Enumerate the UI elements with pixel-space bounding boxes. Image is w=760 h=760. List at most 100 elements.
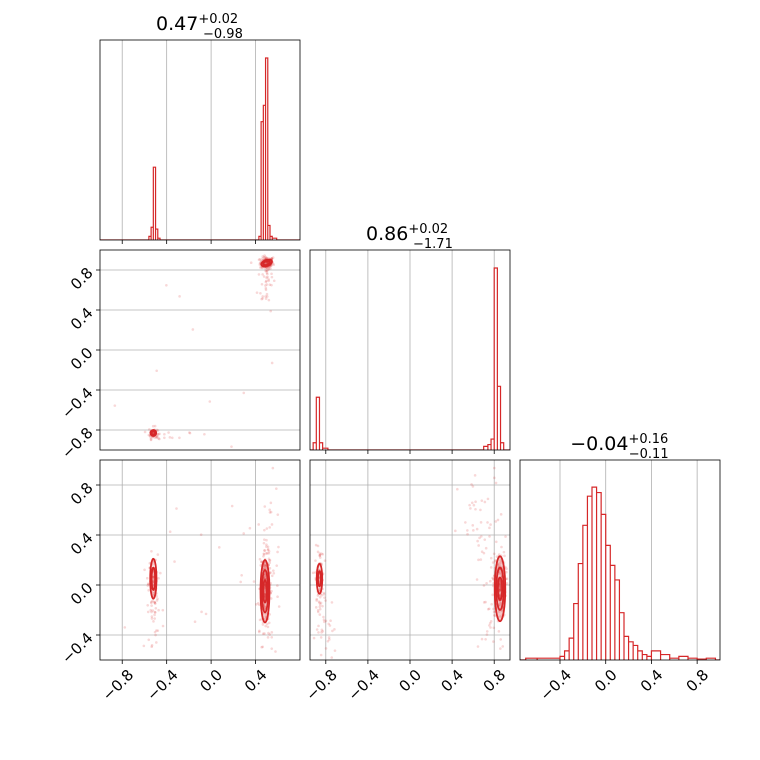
scatter-point	[266, 261, 269, 264]
scatter-point	[479, 508, 482, 512]
scatter-point	[456, 487, 459, 491]
contour-line	[262, 579, 268, 604]
scatter-point	[454, 529, 457, 533]
axes-frame	[519, 459, 721, 661]
scatter-point	[489, 523, 492, 526]
scatter-point	[499, 559, 503, 562]
scatter-point	[499, 572, 503, 576]
scatter-point	[324, 647, 328, 650]
scatter-point	[327, 622, 331, 626]
scatter-point	[498, 583, 502, 586]
scatter-point	[263, 549, 267, 552]
scatter-point	[484, 600, 487, 604]
scatter-point	[263, 575, 267, 579]
histogram-bin	[574, 604, 579, 660]
scatter-point	[146, 582, 150, 585]
scatter-point	[146, 610, 150, 614]
scatter-point	[264, 269, 267, 273]
scatter-point	[511, 563, 514, 566]
scatter-point	[152, 620, 155, 623]
scatter-point	[270, 275, 274, 279]
scatter-point	[322, 615, 325, 619]
scatter-point	[269, 267, 272, 270]
scatter-point	[328, 624, 332, 627]
scatter-point	[498, 588, 502, 592]
scatter-point	[479, 558, 483, 561]
scatter-point	[157, 432, 160, 436]
scatter-point	[258, 629, 261, 633]
scatter-point	[276, 595, 279, 598]
scatter-point	[501, 645, 505, 648]
scatter-point	[321, 552, 324, 556]
scatter-point	[318, 554, 322, 558]
scatter-point	[153, 617, 156, 620]
title-median: 0.86	[366, 223, 408, 245]
scatter-point	[319, 636, 323, 639]
scatter-point	[150, 610, 153, 614]
scatter-point	[148, 428, 151, 431]
scatter-point	[314, 559, 317, 562]
scatter-point	[268, 559, 271, 562]
scatter-point	[263, 592, 267, 596]
scatter-point	[497, 630, 501, 633]
scatter-point	[493, 476, 496, 480]
scatter-point	[259, 291, 262, 295]
scatter-point	[268, 613, 271, 616]
scatter-point	[168, 530, 172, 534]
scatter-point	[312, 636, 316, 640]
scatter-point	[113, 404, 117, 407]
scatter-point	[263, 606, 267, 609]
scatter-point	[239, 580, 243, 584]
scatter-point	[163, 436, 166, 440]
histogram-bin	[624, 636, 629, 660]
scatter-point	[275, 564, 279, 567]
scatter-point	[318, 605, 322, 609]
scatter-point	[505, 567, 508, 571]
scatter-point	[494, 520, 498, 523]
scatter-point	[494, 540, 498, 544]
scatter-point	[257, 662, 260, 665]
scatter-point	[242, 391, 246, 395]
histogram-bin	[661, 655, 670, 660]
scatter-point	[486, 607, 490, 611]
scatter-point	[272, 263, 276, 266]
scatter-point	[315, 628, 319, 631]
scatter-point	[477, 544, 480, 547]
scatter-point	[328, 638, 331, 641]
scatter-point	[326, 639, 330, 643]
histogram-line	[310, 267, 510, 450]
scatter-point	[322, 591, 326, 595]
scatter-point	[264, 286, 268, 290]
contour-line	[150, 430, 157, 436]
x-tick-label: 0.0	[197, 666, 227, 696]
scatter-point	[497, 553, 501, 556]
scatter-point	[254, 603, 258, 606]
scatter-point	[318, 554, 322, 557]
scatter-point	[153, 600, 156, 604]
scatter-point	[173, 560, 176, 563]
scatter-point	[265, 283, 269, 286]
plot-area	[311, 466, 514, 659]
scatter-point	[150, 615, 154, 618]
scatter-point	[316, 544, 320, 548]
scatter-point	[146, 603, 150, 607]
scatter-point	[263, 589, 267, 593]
scatter-point	[499, 647, 502, 650]
scatter-point	[264, 288, 268, 292]
scatter-point	[498, 562, 502, 565]
scatter-point	[217, 546, 221, 549]
scatter-point	[263, 254, 266, 257]
scatter-point	[327, 636, 331, 639]
scatter-point	[265, 269, 268, 273]
scatter-point	[262, 552, 266, 556]
y-tick-label: 0.8	[67, 264, 97, 294]
panel-p2: −0.04+0.16−0.11 −0.4 0.0 0.4 0.8	[519, 432, 721, 704]
scatter-point	[267, 549, 271, 553]
scatter-point	[492, 610, 496, 614]
scatter-point	[476, 645, 480, 648]
scatter-point	[270, 272, 273, 276]
scatter-point	[263, 528, 266, 532]
scatter-point	[123, 626, 127, 629]
scatter-point	[316, 550, 320, 554]
scatter-point	[266, 625, 270, 629]
